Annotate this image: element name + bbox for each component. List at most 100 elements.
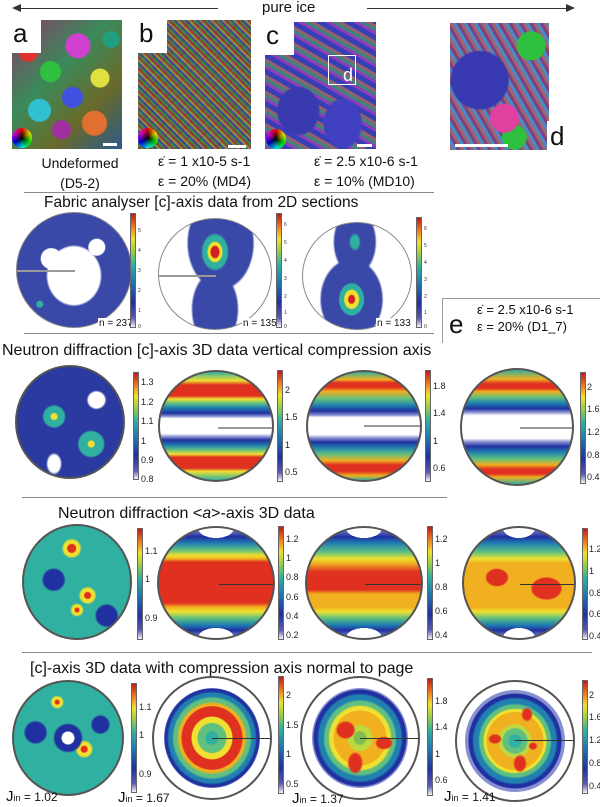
cbar-tick: 1.4 <box>433 408 446 418</box>
caption-c: ε̇ = 2.5 x10-6 s-1 ε = 10% (MD10) <box>314 151 454 191</box>
j-symbol: J <box>292 790 300 807</box>
panel-e-box: e ε̇ = 2.5 x10-6 s-1 ε = 20% (D1_7) <box>442 298 600 343</box>
right-arrow-icon <box>566 4 575 12</box>
j-subscript: in <box>299 795 307 805</box>
left-arrow-line <box>18 8 218 9</box>
cbar-tick: 0 <box>424 324 427 330</box>
cbar-tick: 1.8 <box>433 381 446 391</box>
cbar-tick: 0.6 <box>435 775 448 785</box>
neutron-pole-figure <box>306 370 422 482</box>
cbar-tick: 1 <box>435 558 441 568</box>
cbar-tick: 1 <box>139 730 145 740</box>
cbar-tick: 1.2 <box>141 397 154 407</box>
ebsd-map-d <box>450 23 549 150</box>
section-title-fabric: Fabric analyser [c]-axis data from 2D se… <box>44 194 359 211</box>
neutron-pole-figure <box>157 526 275 640</box>
colorbar <box>278 676 284 794</box>
cbar-tick: 4 <box>138 248 141 254</box>
divider <box>22 497 447 498</box>
cbar-tick: 1 <box>145 574 151 584</box>
cbar-tick: 4 <box>424 260 427 266</box>
neutron-pole-figure <box>22 524 132 640</box>
reference-line <box>159 275 216 277</box>
cbar-tick: 0.8 <box>435 582 448 592</box>
panel-letter-c: c <box>263 20 294 55</box>
cbar-tick: 1 <box>286 553 292 563</box>
colorbar <box>582 680 588 794</box>
pure-ice-label: pure ice <box>262 0 316 16</box>
ipf-colorwheel-icon <box>266 129 286 149</box>
normal-outer-circle <box>152 676 272 800</box>
cbar-tick: 2 <box>589 690 595 700</box>
cbar-tick: 1.1 <box>141 416 154 426</box>
j-index-label: Jin = 1.41 <box>444 788 496 805</box>
j-index-label: Jin = 1.37 <box>292 790 344 807</box>
normal-pole-figure <box>465 690 565 792</box>
cbar-tick: 0.8 <box>589 758 600 768</box>
reference-line <box>520 427 572 429</box>
section-title-neutron-c: Neutron diffraction [c]-axis 3D data ver… <box>2 342 432 359</box>
fabric-pole-figure <box>16 212 132 328</box>
cbar-tick: 3 <box>424 277 427 283</box>
cbar-tick: 0.6 <box>286 592 299 602</box>
panel-letter-e: e <box>449 309 464 339</box>
cbar-tick: 0.8 <box>587 450 600 460</box>
cbar-tick: 0.5 <box>286 779 299 789</box>
cbar-tick: 0.6 <box>435 606 448 616</box>
panel-letter-b: b <box>136 18 167 53</box>
normal-pole-figure <box>12 680 124 796</box>
cbar-tick: 1.6 <box>587 404 600 414</box>
colorbar <box>276 213 282 328</box>
cbar-tick: 0.2 <box>286 630 299 640</box>
divider <box>22 652 592 653</box>
panel-e-line2: ε = 20% (D1_7) <box>477 319 567 334</box>
cbar-tick: 1 <box>433 436 439 446</box>
reference-line <box>520 584 574 585</box>
caption-c-line2: ε = 10% (MD10) <box>314 173 415 189</box>
colorbar <box>416 217 422 328</box>
colorbar <box>427 678 433 796</box>
cbar-tick: 3 <box>138 268 141 274</box>
panel-letter-d: d <box>547 121 578 156</box>
cbar-tick: 0.9 <box>141 455 154 465</box>
title-italic: a <box>202 505 212 522</box>
colorbar <box>131 683 137 793</box>
n-count-label: n = 237 <box>98 318 134 329</box>
cbar-tick: 2 <box>424 294 427 300</box>
cbar-tick: 4 <box>284 258 287 264</box>
left-arrow-icon <box>12 4 21 12</box>
cbar-tick: 0.5 <box>285 467 298 477</box>
cbar-tick: 1 <box>589 566 595 576</box>
caption-a-line2: (D5-2) <box>60 175 100 191</box>
j-symbol: J <box>6 788 14 805</box>
panel-letter-a: a <box>10 18 41 53</box>
cbar-tick: 6 <box>284 222 287 228</box>
colorbar <box>137 528 143 640</box>
caption-a: Undeformed (D5-2) <box>20 153 140 193</box>
colorbar <box>133 372 139 480</box>
section-title-normal: [c]-axis 3D data with compression axis n… <box>30 660 414 677</box>
cbar-tick: 0.4 <box>589 631 600 641</box>
cbar-tick: 1 <box>138 308 141 314</box>
cbar-tick: 5 <box>424 243 427 249</box>
fabric-pole-figure <box>302 222 412 330</box>
j-symbol: J <box>118 789 126 806</box>
cbar-tick: 1.8 <box>435 696 448 706</box>
normal-outer-circle <box>455 680 575 802</box>
cbar-tick: 1.5 <box>286 720 299 730</box>
j-value: = 1.02 <box>20 790 58 804</box>
cbar-tick: 1.5 <box>285 412 298 422</box>
cbar-tick: 3 <box>284 276 287 282</box>
n-count-label: n = 133 <box>376 318 412 329</box>
neutron-pole-figure <box>15 365 125 479</box>
cbar-tick: 0.8 <box>286 572 299 582</box>
cbar-tick: 1.2 <box>589 735 600 745</box>
j-symbol: J <box>444 788 452 805</box>
colorbar <box>278 526 284 640</box>
cbar-tick: 0.8 <box>141 474 154 484</box>
reference-line <box>212 738 270 739</box>
j-value: = 1.37 <box>306 792 344 806</box>
ipf-colorwheel-icon <box>138 128 158 148</box>
title-part: Neutron diffraction < <box>58 505 203 522</box>
caption-a-line1: Undeformed <box>41 155 119 171</box>
